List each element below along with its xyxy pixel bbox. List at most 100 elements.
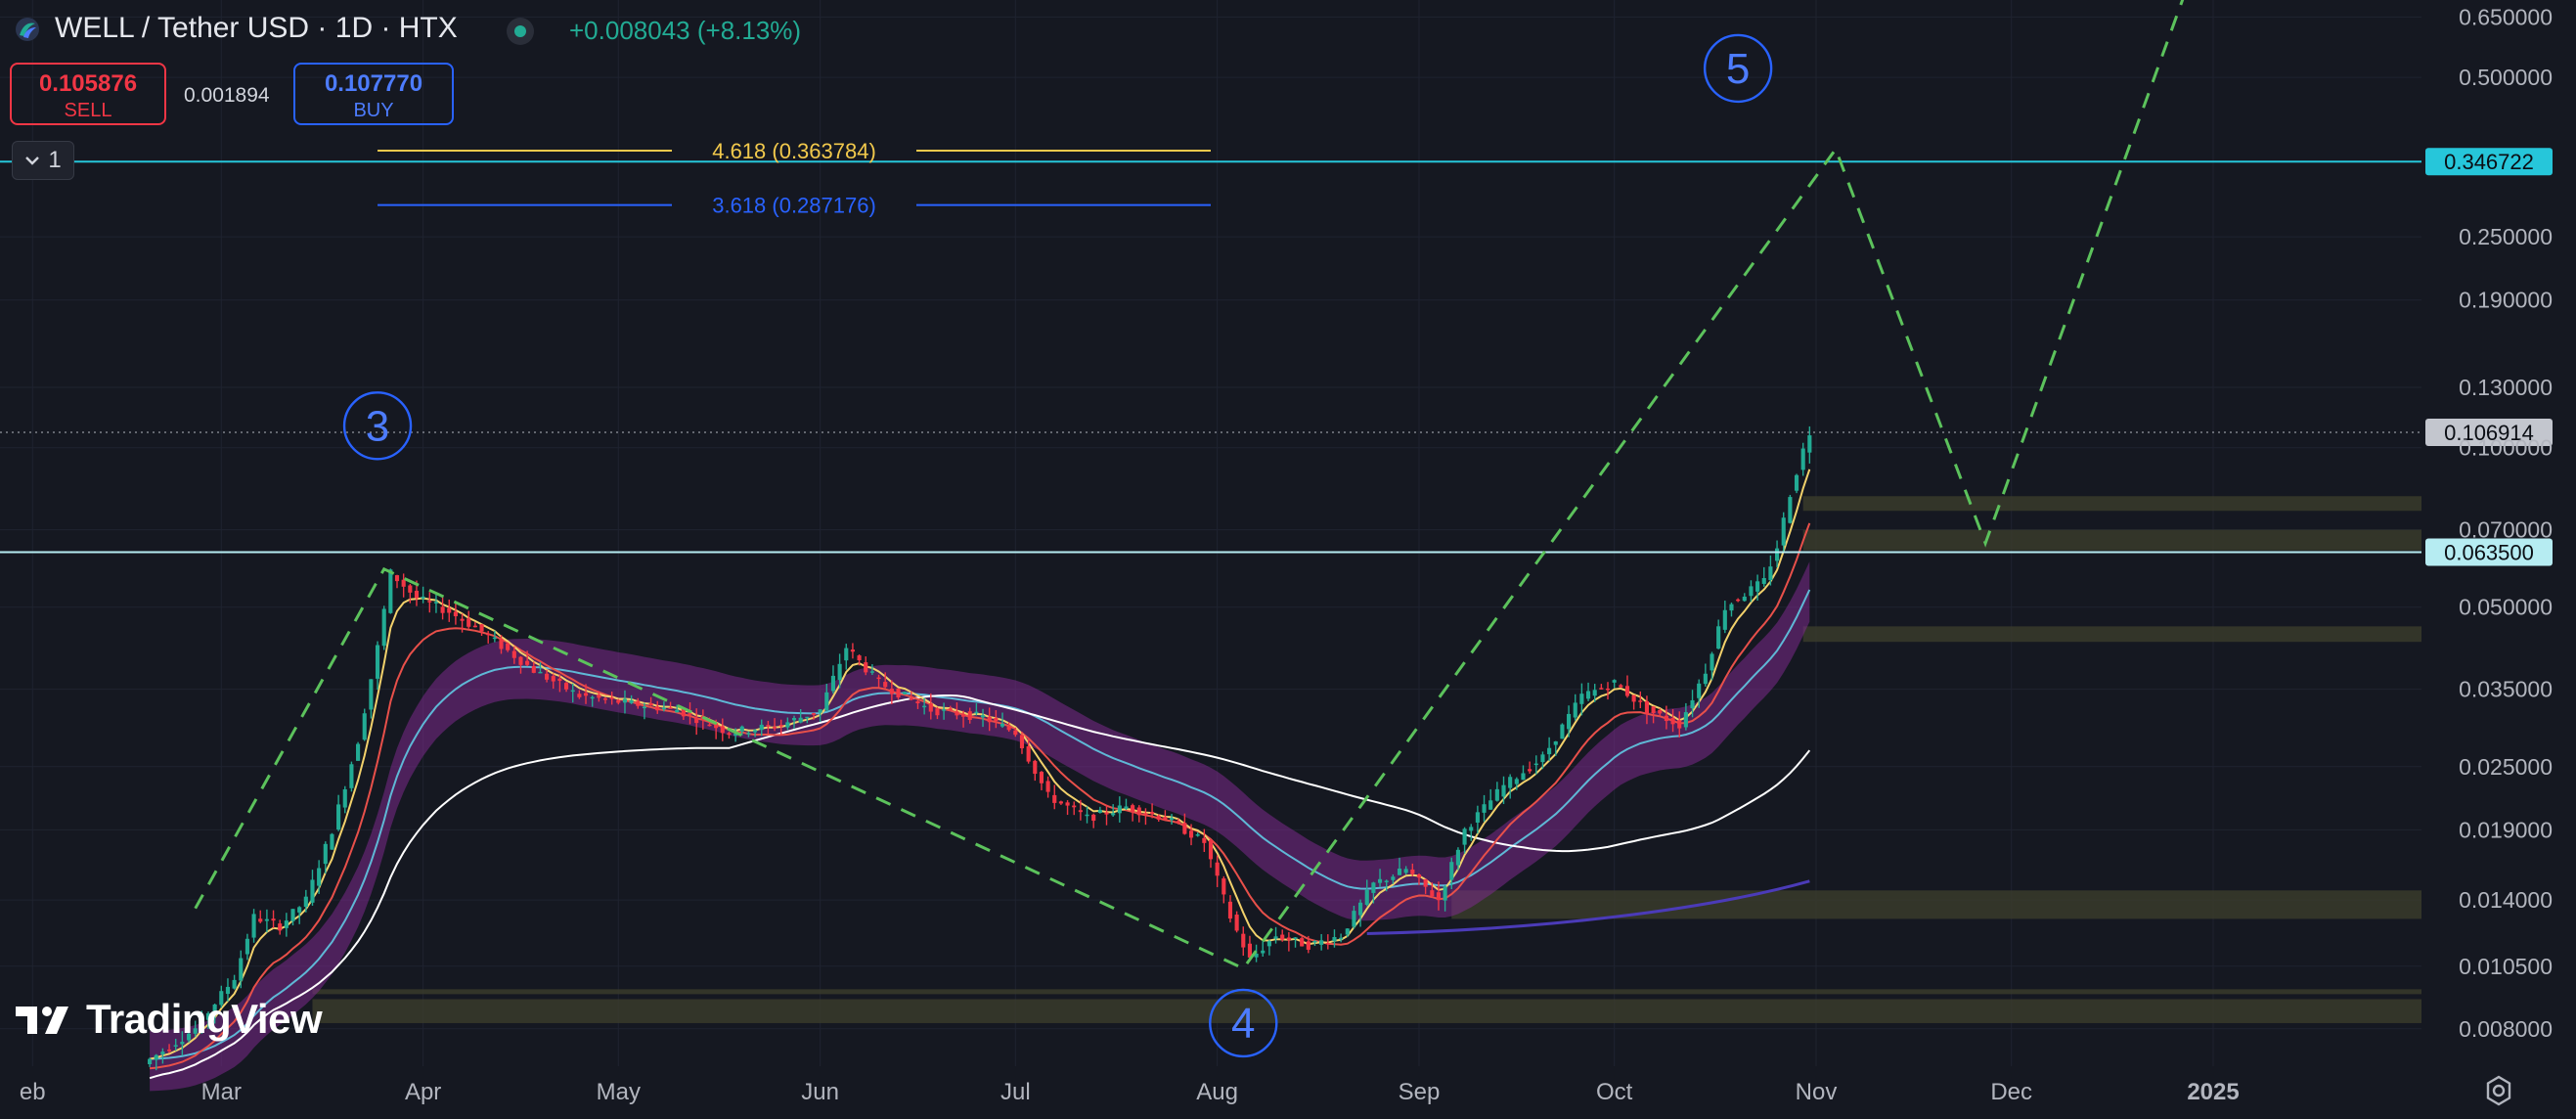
candle-body: [297, 907, 302, 913]
candle-body: [356, 743, 361, 761]
ema-ribbon: [150, 561, 1810, 1092]
sell-label: SELL: [64, 100, 112, 121]
y-tick-label: 0.500000: [2459, 65, 2553, 90]
candle-body: [1117, 805, 1122, 814]
sell-button[interactable]: 0.105876 SELL: [10, 63, 166, 125]
candle-body: [205, 1012, 211, 1020]
candle-body: [1150, 812, 1155, 815]
fibonacci-extension: 4.618 (0.363784) 3.618 (0.287176): [378, 139, 1211, 218]
candle-body: [1638, 700, 1643, 702]
buy-button[interactable]: 0.107770 BUY: [293, 63, 454, 125]
candle-body: [388, 569, 393, 613]
candle-body: [317, 868, 322, 886]
symbol-title[interactable]: WELL / Tether USD · 1D · HTX: [55, 12, 458, 44]
gear-icon[interactable]: [2482, 1074, 2515, 1107]
candle-body: [1768, 566, 1773, 581]
candle-body: [1300, 938, 1305, 947]
candle-body: [1722, 609, 1727, 630]
y-tick-label: 0.100000: [2459, 435, 2553, 461]
tradingview-watermark[interactable]: TradingView: [16, 996, 323, 1043]
candle-body: [1273, 936, 1278, 939]
candle-body: [1736, 599, 1741, 602]
support-zone: [1451, 890, 2421, 919]
candle-body: [1664, 715, 1668, 722]
candle-body: [1221, 878, 1226, 895]
candle-body: [1286, 937, 1291, 941]
candle-body: [1533, 763, 1538, 766]
candle-body: [935, 708, 940, 716]
candle-body: [414, 590, 420, 599]
candle-body: [1391, 876, 1396, 880]
candle-body: [1163, 817, 1168, 821]
candle-body: [1156, 815, 1161, 820]
candle-body: [1547, 747, 1552, 755]
candle-body: [1508, 777, 1513, 788]
candle-body: [1794, 474, 1799, 491]
candle-body: [1553, 740, 1558, 745]
candle-body: [551, 676, 555, 682]
x-tick-label: Oct: [1596, 1079, 1633, 1105]
candle-body: [1352, 911, 1356, 927]
candle-body: [1605, 688, 1611, 691]
price-label-bg: [2425, 538, 2553, 566]
candle-body: [602, 698, 608, 700]
candle-body: [310, 879, 315, 903]
candle-body: [1567, 713, 1572, 730]
candle-body: [1710, 653, 1714, 671]
candle-body: [675, 709, 680, 713]
candle-body: [1488, 800, 1493, 810]
wave-label: 5: [1726, 45, 1750, 93]
candle-body: [1742, 596, 1747, 602]
candle-body: [525, 660, 530, 665]
candle-body: [1364, 889, 1369, 906]
elliott-wave-labels: 3 4 5: [342, 33, 1773, 1058]
moving-averages: [149, 469, 1811, 1080]
y-tick-label: 0.250000: [2459, 224, 2553, 249]
candle-body: [1612, 680, 1617, 683]
wave-label-circle: [1703, 33, 1773, 104]
indicator-count: 1: [48, 147, 62, 173]
candle-body: [330, 833, 334, 850]
x-tick-label: Sep: [1399, 1079, 1441, 1105]
candle-body: [342, 788, 347, 808]
candle-body: [1482, 804, 1487, 813]
ema-fast-line: [150, 522, 1811, 1070]
indicator-toggle-button[interactable]: 1: [12, 141, 74, 180]
candle-body: [896, 688, 901, 698]
x-tick-label: eb: [20, 1079, 46, 1105]
y-tick-label: 0.035000: [2459, 677, 2553, 702]
x-tick-label: Apr: [405, 1079, 441, 1105]
candle-body: [193, 1028, 198, 1034]
candle-body: [1241, 933, 1246, 948]
candle-body: [369, 679, 374, 710]
market-status-icon[interactable]: [507, 18, 534, 45]
x-tick-label: 2025: [2187, 1079, 2239, 1105]
candle-body: [394, 575, 400, 582]
candle-body: [1019, 735, 1025, 749]
candle-body: [987, 716, 992, 723]
candle-body: [1683, 712, 1688, 728]
candle-body: [180, 1042, 185, 1045]
candle-body: [154, 1054, 158, 1060]
candle-body: [1111, 813, 1116, 816]
candle-body: [583, 693, 589, 696]
candle-body: [1455, 849, 1460, 866]
candle-body: [1371, 882, 1376, 893]
candle-body: [166, 1050, 172, 1052]
candle-body: [212, 1004, 217, 1013]
candle-body: [460, 618, 465, 621]
support-zones: [312, 496, 2421, 1023]
candle-body: [1436, 892, 1442, 901]
candle-body: [466, 618, 471, 627]
x-tick-label: Aug: [1196, 1079, 1238, 1105]
last-price-label-bg: [2425, 418, 2553, 446]
spread-value: 0.001894: [184, 84, 270, 107]
candle-body: [1644, 700, 1650, 714]
candle-body: [1781, 517, 1786, 546]
last-price-label: 0.106914: [2444, 421, 2534, 445]
candle-body: [1423, 878, 1428, 887]
candle-body: [1202, 837, 1207, 843]
candle-body: [778, 725, 783, 727]
x-tick-label: May: [597, 1079, 641, 1105]
